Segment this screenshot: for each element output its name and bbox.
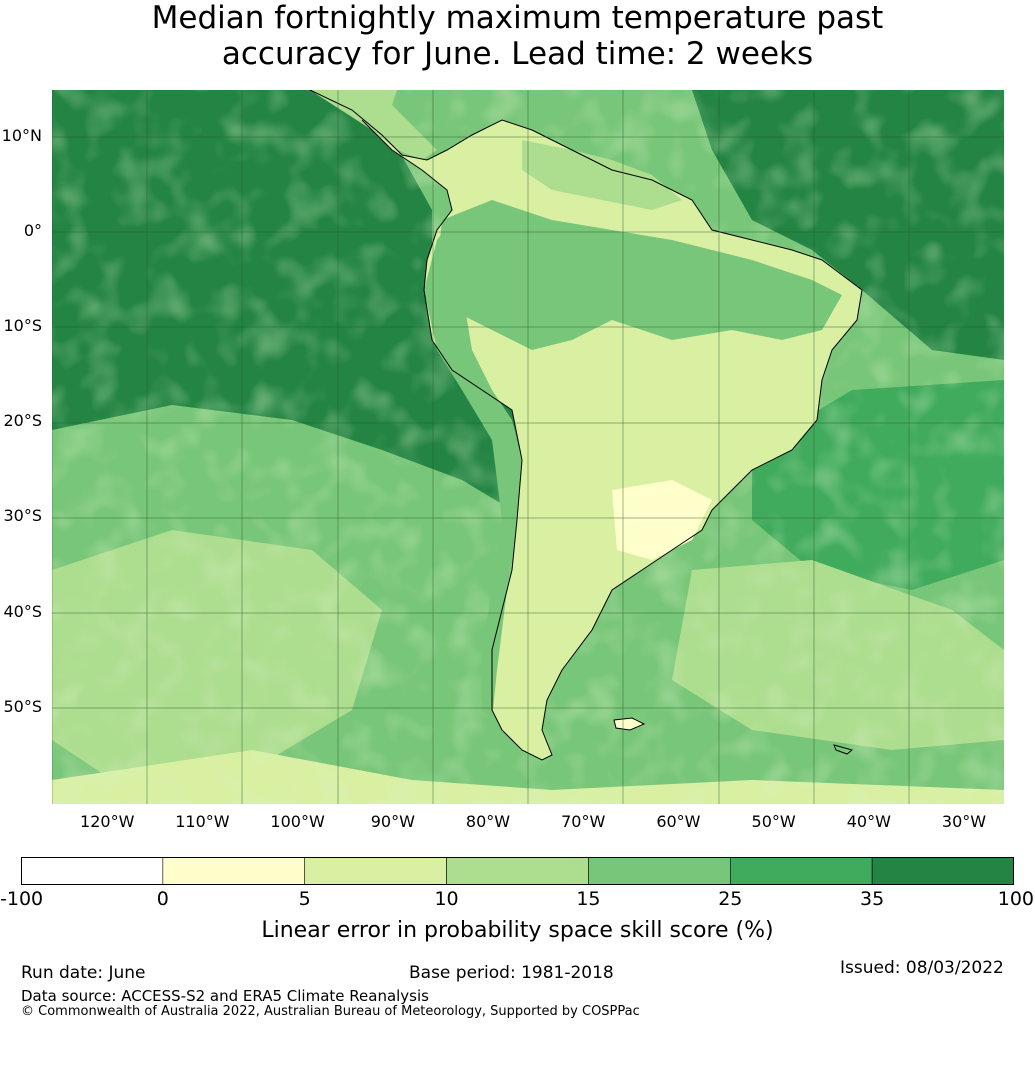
- longitude-label: 40°W: [846, 812, 891, 831]
- amazon-region: [437, 200, 842, 350]
- latitude-label: 40°S: [3, 601, 42, 621]
- colorbar-label: Linear error in probability space skill …: [261, 918, 774, 943]
- longitude-label: 100°W: [270, 812, 325, 831]
- colorbar-tick-label: 35: [860, 888, 885, 910]
- data-source: Data source: ACCESS-S2 and ERA5 Climate …: [21, 987, 429, 1005]
- colorbar-segment: [162, 857, 306, 885]
- longitude-label: 50°W: [751, 812, 796, 831]
- colorbar-tick-label: 15: [576, 888, 601, 910]
- northern-highland-region: [522, 140, 682, 210]
- colorbar-tick-label: 25: [718, 888, 743, 910]
- colorbar-tick-label: -100: [0, 888, 44, 910]
- colorbar-segment: [729, 857, 873, 885]
- latitude-label: 10°N: [1, 125, 42, 145]
- coastline: [309, 90, 863, 761]
- latitude-label: 0°: [23, 220, 42, 240]
- longitude-label: 110°W: [175, 812, 230, 831]
- longitude-label: 120°W: [80, 812, 135, 831]
- longitude-label: 90°W: [370, 812, 415, 831]
- colorbar-segment: [21, 857, 164, 885]
- skill-score-map: [52, 90, 1004, 804]
- longitude-label: 60°W: [656, 812, 701, 831]
- latitude-label: 50°S: [3, 696, 42, 716]
- south-georgia: [833, 744, 854, 755]
- latitude-label: 20°S: [3, 411, 42, 431]
- run-date: Run date: June: [21, 963, 146, 983]
- copyright: © Commonwealth of Australia 2022, Austra…: [21, 1004, 640, 1019]
- andes-coast-region: [424, 220, 522, 720]
- graticule: [52, 90, 1004, 804]
- base-period: Base period: 1981-2018: [409, 963, 614, 983]
- colorbar-segment: [588, 857, 731, 885]
- colorbar-tick-label: 0: [156, 888, 169, 910]
- latitude-label: 30°S: [3, 506, 42, 526]
- title-line-2: accuracy for June. Lead time: 2 weeks: [221, 36, 814, 72]
- longitude-label: 30°W: [941, 812, 987, 831]
- colorbar-tick-label: 10: [434, 888, 459, 910]
- longitude-label: 70°W: [561, 812, 606, 831]
- issued-date: Issued: 08/03/2022: [840, 958, 1004, 978]
- colorbar-segment: [446, 857, 589, 885]
- title-line-1: Median fortnightly maximum temperature p…: [151, 0, 884, 36]
- colorbar-segment: [871, 857, 1014, 885]
- central-america-land: [310, 90, 437, 160]
- colorbar-segment: [304, 857, 447, 885]
- colorbar: [21, 857, 1014, 885]
- longitude-label: 80°W: [465, 812, 511, 831]
- map-title: Median fortnightly maximum temperature p…: [0, 0, 1035, 72]
- falkland-islands: [613, 717, 646, 731]
- colorbar-tick-label: 5: [298, 888, 311, 910]
- colorbar-tick-label: 100: [997, 888, 1034, 910]
- latitude-label: 10°S: [3, 316, 42, 336]
